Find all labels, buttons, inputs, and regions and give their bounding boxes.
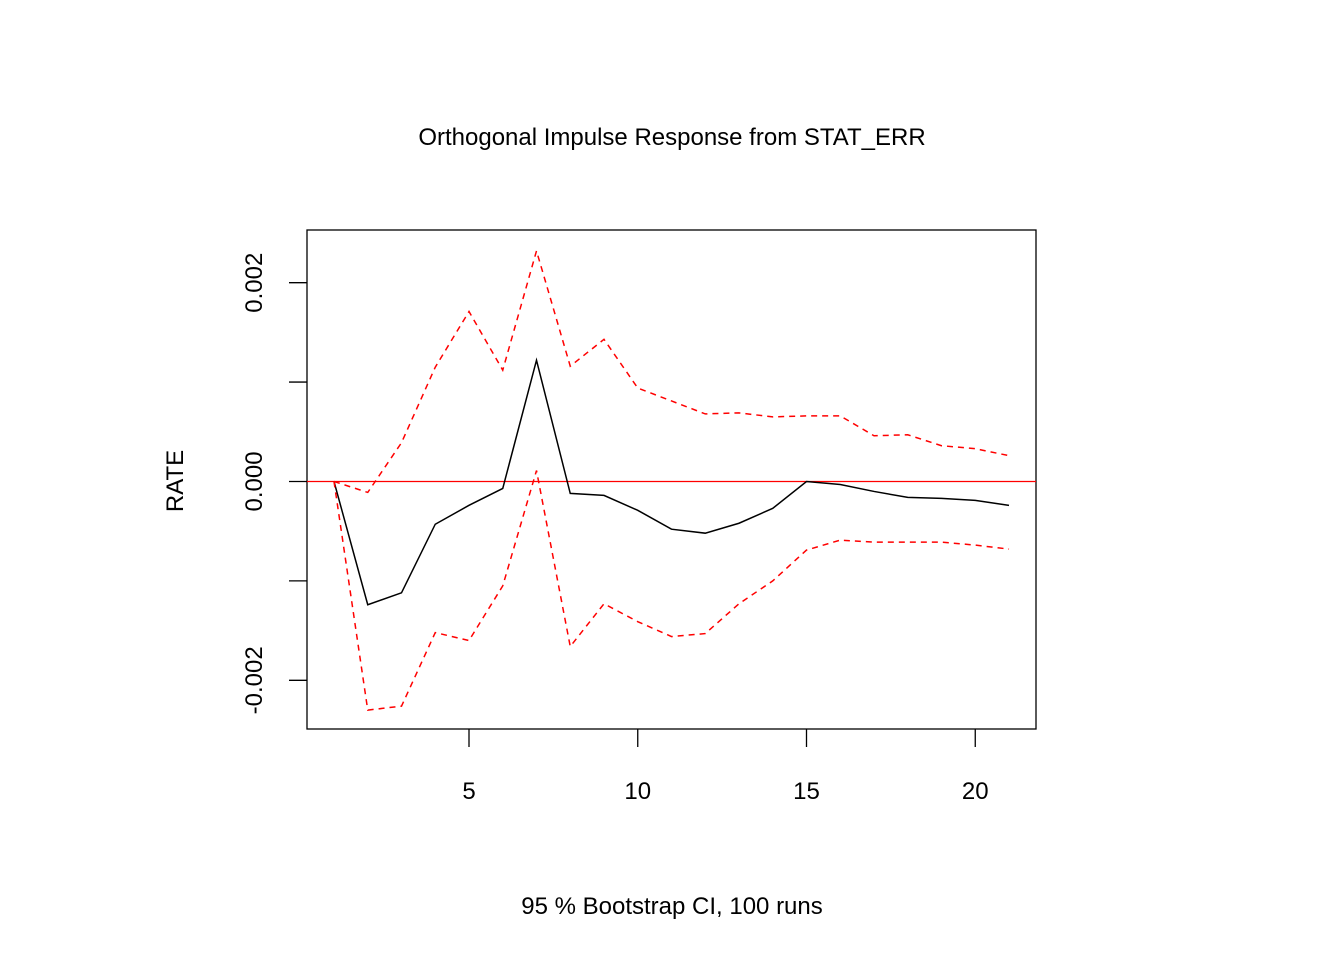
- plot-frame: [306, 229, 1037, 730]
- chart-title: Orthogonal Impulse Response from STAT_ER…: [418, 124, 925, 151]
- series-line-lower-ci: [333, 470, 1010, 711]
- x-tick-label: 5: [462, 778, 475, 805]
- y-tick-label: 0.002: [241, 253, 268, 313]
- y-axis-label: RATE: [162, 450, 189, 512]
- series-line-upper-ci: [333, 248, 1010, 494]
- series-line-rate: [333, 357, 1010, 606]
- y-tick-label: 0.000: [241, 451, 268, 511]
- y-tick-label: -0.002: [241, 646, 268, 714]
- x-tick-label: 10: [624, 778, 651, 805]
- x-axis-label: 95 % Bootstrap CI, 100 runs: [521, 893, 823, 920]
- x-tick-label: 20: [962, 778, 989, 805]
- x-tick-label: 15: [793, 778, 820, 805]
